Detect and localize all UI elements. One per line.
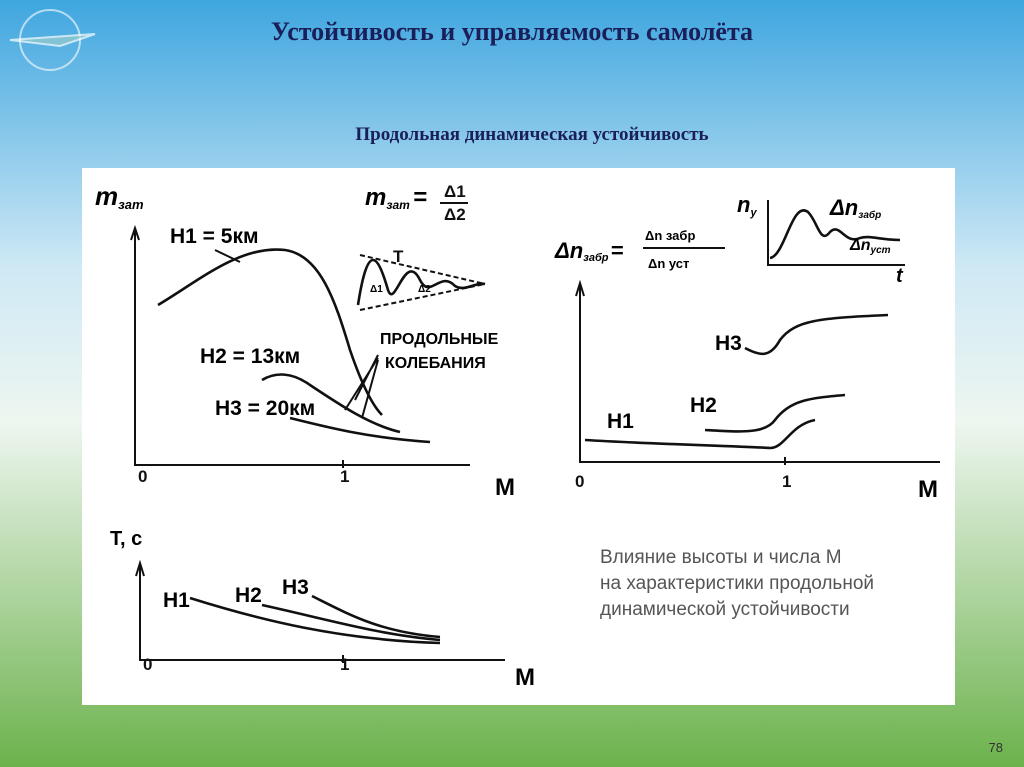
curve-label: H3 <box>282 576 309 599</box>
axes <box>130 224 470 466</box>
inset-envelope <box>359 254 486 311</box>
x-label: M <box>515 664 535 691</box>
panel-2: Δnзабр= Δn забр Δn уст ny Δnзабр Δnуст t… <box>554 192 940 503</box>
x-tick-label: 1 <box>782 472 791 491</box>
formula: mзат = <box>365 184 427 212</box>
curve-h3 <box>744 313 889 356</box>
y-label: T, с <box>110 528 142 550</box>
formula-den: Δ2 <box>444 205 466 224</box>
origin: 0 <box>575 472 584 491</box>
inset-steady: Δnуст <box>849 237 891 256</box>
subtitle: Продольная динамическая устойчивость <box>355 124 708 145</box>
caption: на характеристики продольной <box>600 573 874 594</box>
curve-h2 <box>261 603 441 642</box>
axes <box>575 279 940 463</box>
axes <box>135 559 505 661</box>
title: Устойчивость и управляемость самолёта <box>271 17 753 46</box>
note: ПРОДОЛЬНЫЕ <box>380 331 499 348</box>
curve-label: H1 <box>607 410 634 433</box>
curve-h1 <box>189 596 441 645</box>
x-tick-label: 1 <box>340 655 349 674</box>
y-label: mзат <box>95 181 144 212</box>
x-label: M <box>918 476 938 503</box>
panel-3: T, с 0 1 M H1 H2 H3 <box>110 528 535 691</box>
curve-h1 <box>584 418 816 450</box>
x-label: M <box>495 474 515 501</box>
curve-label: H2 <box>235 584 262 607</box>
inset-label: Δ2 <box>418 284 431 295</box>
figure-panel <box>82 168 955 705</box>
curve-h2 <box>261 373 401 434</box>
page-number: 78 <box>989 740 1003 755</box>
curve-h3 <box>311 594 441 639</box>
frac-den: Δn уст <box>648 256 689 271</box>
caption: динамической устойчивости <box>600 599 850 620</box>
inset-oscillation <box>356 259 486 306</box>
inset-peak: Δnзабр <box>829 195 881 221</box>
caption: Влияние высоты и числа М <box>600 547 842 568</box>
curve-label: H1 <box>163 589 190 612</box>
logo <box>9 9 96 71</box>
origin: 0 <box>138 467 147 486</box>
origin: 0 <box>143 655 152 674</box>
curve-label: H3 <box>715 332 742 355</box>
inset-label: Δ1 <box>370 284 383 295</box>
inset-x: t <box>896 265 904 287</box>
leader <box>214 249 241 263</box>
x-tick-label: 1 <box>340 467 349 486</box>
inset-label: T <box>393 247 404 266</box>
inset-y: ny <box>737 192 757 219</box>
curve-label: H2 <box>690 394 717 417</box>
curve-label: H3 = 20км <box>215 397 315 420</box>
formula-num: Δ1 <box>444 182 466 201</box>
panel-1: mзат mзат = Δ1 Δ2 0 1 M H1 = 5км H2 = 13к… <box>95 181 515 501</box>
frac-num: Δn забр <box>645 228 695 243</box>
leaders <box>344 354 379 419</box>
note: КОЛЕБАНИЯ <box>385 355 486 372</box>
curve-label: H2 = 13км <box>200 345 300 368</box>
curve-h3 <box>289 416 431 444</box>
inset-axes <box>767 200 905 266</box>
curve-h2 <box>704 393 846 433</box>
y-label: Δnзабр= <box>554 238 623 264</box>
curve-label: H1 = 5км <box>170 225 259 248</box>
inset-curve <box>769 209 901 260</box>
